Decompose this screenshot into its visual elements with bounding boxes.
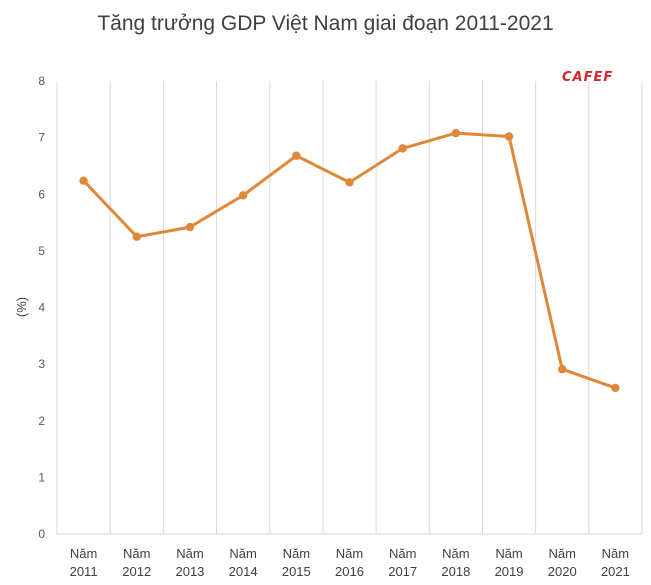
y-tick-label: 6: [38, 187, 45, 201]
y-tick-label: 3: [38, 357, 45, 371]
x-tick-label-line: Năm: [602, 546, 629, 561]
x-tick-label-line: Năm: [176, 546, 203, 561]
data-point: [238, 191, 248, 200]
cafef-logo: CAFEF: [562, 70, 614, 85]
x-tick-label: Năm 2013: [175, 546, 204, 579]
grid-lines: [56, 81, 643, 534]
x-tick-label: Năm 2020: [548, 546, 577, 579]
x-tick-label-line: 2016: [335, 564, 364, 579]
x-tick-label-line: Năm: [123, 546, 150, 561]
y-tick-label: 7: [38, 131, 45, 145]
y-tick-label: 0: [38, 527, 45, 541]
data-point: [185, 222, 195, 232]
series-line: [79, 128, 620, 393]
x-tick-label-line: 2017: [388, 564, 417, 579]
x-tick-label-line: 2018: [441, 564, 470, 579]
data-point: [611, 383, 620, 393]
y-axis-ticks: 0 1 2 3 4 5 6 7 8: [38, 74, 45, 541]
x-tick-label: Năm 2014: [229, 546, 258, 579]
y-tick-label: 2: [38, 414, 45, 428]
x-tick-label-line: 2012: [122, 564, 151, 579]
data-point: [345, 178, 354, 187]
x-tick-label: Năm 2015: [282, 546, 311, 579]
x-tick-label-line: 2014: [229, 564, 258, 579]
x-tick-label: Năm 2019: [495, 546, 524, 579]
x-tick-label-line: Năm: [229, 546, 256, 561]
x-tick-label: Năm 2017: [388, 546, 417, 579]
x-tick-label-line: Năm: [70, 546, 97, 561]
x-tick-label-line: Năm: [549, 546, 576, 561]
x-tick-label-line: Năm: [336, 546, 363, 561]
x-axis-ticks: Năm 2011 Năm 2012 Năm 2013 Năm 2014 Năm 2015 Năm 20…: [70, 546, 630, 579]
x-tick-label: Năm 2016: [335, 546, 364, 579]
x-tick-label-line: Năm: [283, 546, 310, 561]
x-tick-label-line: Năm: [495, 546, 522, 561]
data-point: [292, 151, 301, 160]
x-tick-label-line: 2011: [70, 564, 98, 579]
data-point: [79, 176, 88, 185]
x-tick-label: Năm 2011: [70, 546, 98, 579]
x-tick-label: Năm 2012: [122, 546, 151, 579]
x-tick-label-line: Năm: [389, 546, 416, 561]
x-tick-label: Năm 2021: [601, 546, 630, 579]
y-tick-label: 5: [38, 244, 45, 258]
data-point: [132, 232, 141, 241]
x-tick-label-line: 2015: [282, 564, 311, 579]
x-tick-label-line: Năm: [442, 546, 469, 561]
data-point: [451, 128, 461, 138]
x-tick-label-line: 2019: [495, 564, 524, 579]
data-point: [398, 144, 407, 153]
data-point: [504, 132, 514, 141]
y-tick-label: 4: [38, 301, 45, 315]
x-tick-label-line: 2020: [548, 564, 577, 579]
y-tick-label: 1: [38, 470, 45, 484]
y-axis-label: (%): [14, 297, 29, 317]
y-tick-label: 8: [38, 74, 45, 88]
x-tick-label-line: 2021: [601, 564, 630, 579]
x-tick-label: Năm 2018: [441, 546, 470, 579]
x-tick-label-line: 2013: [175, 564, 204, 579]
data-point: [558, 365, 567, 374]
chart-title: Tăng trưởng GDP Việt Nam giai đoạn 2011-…: [97, 12, 554, 35]
